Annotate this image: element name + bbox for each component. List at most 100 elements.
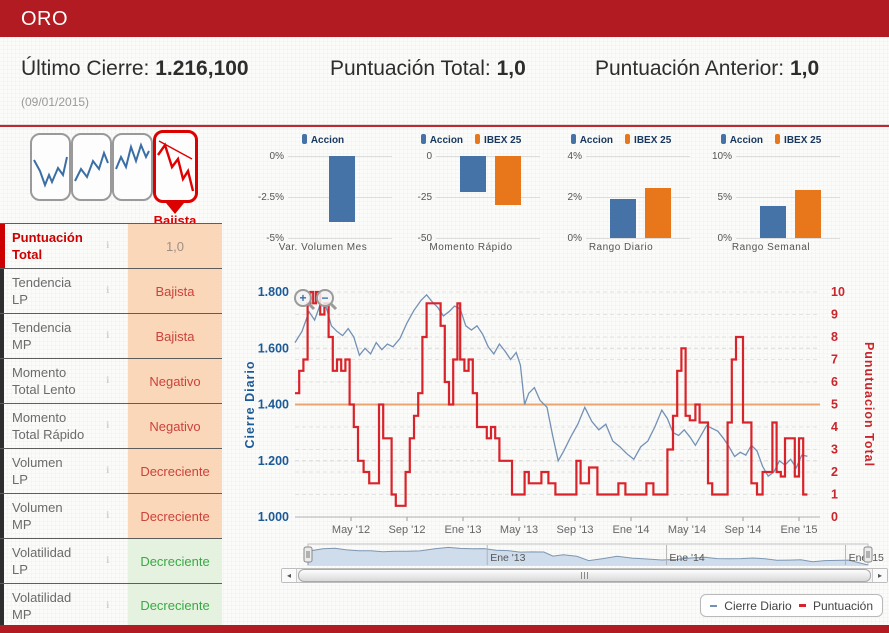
- navigator-area-series: [308, 547, 868, 565]
- indicator-label-line1: Volumen: [12, 500, 63, 515]
- zoom-out-icon[interactable]: −: [316, 289, 338, 311]
- legend-item-ibex-25[interactable]: IBEX 25: [475, 134, 521, 146]
- legend-item-ibex-25[interactable]: IBEX 25: [775, 134, 821, 146]
- x-tick-label: May '12: [332, 524, 370, 536]
- scrollbar-thumb[interactable]: [298, 569, 871, 582]
- indicator-value: Decreciente: [128, 539, 222, 583]
- info-icon[interactable]: ℹ: [106, 555, 110, 565]
- indicator-label-line2: Total Lento: [12, 382, 76, 397]
- series-marker-icon: [420, 134, 426, 144]
- legend-item-ibex-25[interactable]: IBEX 25: [625, 134, 671, 146]
- y-tick-label: -2.5%: [257, 192, 284, 203]
- indicator-label: Volatilidad LP: [12, 544, 71, 578]
- row-accent-bar: [0, 404, 4, 448]
- gridline: [288, 238, 392, 239]
- left-axis-tick-label: 1.800: [258, 285, 289, 299]
- legend-item-puntuacion[interactable]: Puntuación: [812, 598, 873, 613]
- indicator-label: Tendencia LP: [12, 274, 71, 308]
- info-icon[interactable]: ℹ: [106, 600, 110, 610]
- info-icon[interactable]: ℹ: [106, 330, 110, 340]
- trend-thumbnail-3[interactable]: [112, 133, 153, 201]
- range-navigator[interactable]: Ene '13 Ene '14 Ene '15: [240, 543, 889, 568]
- legend-label: IBEX 25: [634, 135, 672, 146]
- puntuacion-total: Puntuación Total: 1,0: [330, 57, 526, 81]
- bar-ibex-25[interactable]: [794, 190, 821, 238]
- indicator-value: Decreciente: [128, 584, 222, 627]
- indicator-label-line1: Tendencia: [12, 275, 72, 290]
- legend-item-accion[interactable]: Accion: [720, 134, 763, 146]
- mini-chart-title: Var. Volumen Mes: [278, 242, 368, 253]
- info-icon[interactable]: ℹ: [106, 465, 110, 475]
- puntuacion-series-step-line[interactable]: [295, 290, 808, 507]
- mini-chart-rango-semanal: Accion IBEX 25 10% 5% 0% Rango Semanal: [696, 130, 846, 260]
- bar-accion[interactable]: [329, 156, 355, 222]
- mini-legend: Accion: [248, 134, 398, 146]
- mini-chart-var-volumen-mes: Accion 0% -2.5% -5% Var. Volumen Mes: [248, 130, 398, 260]
- right-axis-tick-label: 10: [831, 285, 845, 299]
- series-marker-icon: [625, 134, 631, 144]
- indicator-value: Bajista: [128, 269, 222, 313]
- indicator-value: 1,0: [128, 224, 222, 268]
- bar-accion[interactable]: [759, 206, 786, 238]
- legend-item-accion[interactable]: Accion: [570, 134, 613, 146]
- info-icon[interactable]: ℹ: [106, 510, 110, 520]
- gridline: [436, 238, 540, 239]
- row-accent-bar: [0, 584, 4, 627]
- bar-ibex-25[interactable]: [644, 187, 671, 238]
- legend-label: IBEX 25: [784, 135, 822, 146]
- chart-legend: Cierre Diario Puntuación: [700, 594, 883, 617]
- right-axis-tick-label: 0: [831, 510, 838, 524]
- scroll-left-arrow-icon[interactable]: ◂: [282, 569, 297, 582]
- gridline: [586, 156, 690, 157]
- y-tick-label: 5%: [717, 192, 732, 203]
- info-icon[interactable]: ℹ: [106, 375, 110, 385]
- trend-thumbnail-1[interactable]: [30, 133, 71, 201]
- legend-item-accion[interactable]: Accion: [420, 134, 463, 146]
- navigator-area-outline: [307, 546, 869, 566]
- bar-ibex-25[interactable]: [494, 156, 521, 206]
- navigator-scrollbar[interactable]: ◂ ▸: [281, 568, 888, 583]
- indicator-label: Volatilidad MP: [12, 589, 71, 623]
- mini-chart-title: Rango Diario: [588, 242, 654, 253]
- legend-item-accion[interactable]: Accion: [301, 134, 344, 146]
- zoom-in-icon[interactable]: +: [294, 289, 316, 311]
- right-axis-tick-label: 8: [831, 330, 838, 344]
- info-icon[interactable]: ℹ: [106, 240, 110, 250]
- navigator-left-handle[interactable]: [303, 546, 313, 563]
- left-axis-tick-label: 1.200: [258, 454, 289, 468]
- indicator-label-line2: MP: [12, 337, 32, 352]
- mini-chart-title: Momento Rápido: [429, 242, 513, 253]
- cierre-diario-series-line[interactable]: [294, 293, 808, 478]
- indicator-label-line1: Tendencia: [12, 320, 72, 335]
- gridline: [586, 197, 690, 198]
- trend-thumbnail-bajista[interactable]: [153, 130, 198, 203]
- indicator-label-line1: Volatilidad: [12, 545, 72, 560]
- navigator-right-handle[interactable]: [863, 546, 873, 563]
- indicator-label-line2: LP: [12, 472, 28, 487]
- x-tick-label: Sep '14: [725, 524, 762, 536]
- y-tick-label: 0: [426, 151, 432, 162]
- indicator-label: Volumen LP: [12, 454, 63, 488]
- trend-thumbnail-2[interactable]: [71, 133, 112, 201]
- bajista-sparkline-icon: [157, 140, 195, 192]
- table-row: Tendencia MP ℹ Bajista: [0, 313, 222, 358]
- legend-item-cierre-diario[interactable]: Cierre Diario: [724, 598, 792, 613]
- summary-strip: Último Cierre: 1.216,100 Puntuación Tota…: [0, 37, 889, 125]
- scroll-right-arrow-icon[interactable]: ▸: [872, 569, 887, 582]
- right-axis-tick-label: 7: [831, 353, 838, 367]
- x-tick-label: Sep '12: [389, 524, 426, 536]
- info-icon[interactable]: ℹ: [106, 420, 110, 430]
- info-icon[interactable]: ℹ: [106, 285, 110, 295]
- indicator-label: Tendencia MP: [12, 319, 71, 353]
- bajista-pointer-icon: [166, 203, 184, 214]
- series-marker-icon: [301, 134, 307, 144]
- sparkline-icon: [33, 156, 68, 188]
- bar-accion[interactable]: [609, 199, 636, 238]
- magnifier-lens: [316, 289, 334, 307]
- bar-accion[interactable]: [459, 156, 486, 193]
- right-axis-tick-label: 9: [831, 308, 838, 322]
- indicator-label: Volumen MP: [12, 499, 63, 533]
- right-axis-tick-label: 5: [831, 398, 838, 412]
- mini-legend: Accion IBEX 25: [696, 134, 846, 146]
- y-tick-label: -5%: [266, 233, 284, 244]
